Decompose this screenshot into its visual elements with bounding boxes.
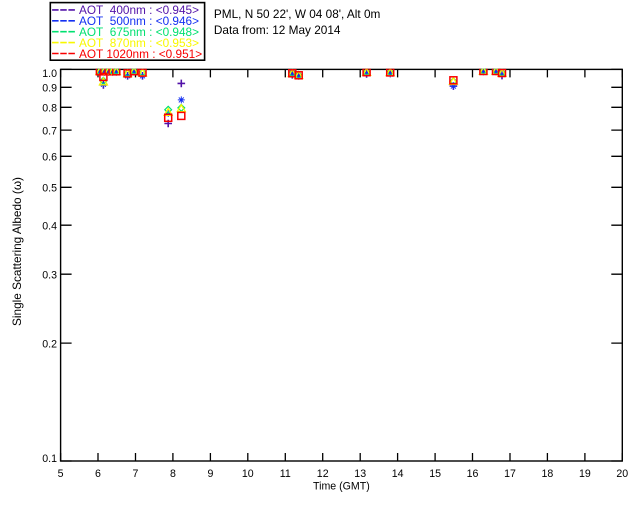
- svg-text:0.2: 0.2: [42, 338, 57, 350]
- svg-text:AOT 1020nm : <0.951>: AOT 1020nm : <0.951>: [79, 47, 202, 61]
- svg-text:5: 5: [58, 468, 64, 480]
- svg-text:10: 10: [242, 468, 254, 480]
- svg-text:0.4: 0.4: [42, 221, 57, 233]
- svg-text:0.3: 0.3: [42, 270, 57, 282]
- svg-text:PML, N 50 22', W 04 08', Alt 0: PML, N 50 22', W 04 08', Alt 0m: [214, 7, 381, 21]
- svg-text:AOT 870nm : <0.953>: AOT 870nm : <0.953>: [79, 36, 199, 50]
- svg-text:Time (GMT): Time (GMT): [313, 480, 370, 492]
- svg-text:0.8: 0.8: [42, 103, 57, 115]
- svg-text:AOT 400nm : <0.945>: AOT 400nm : <0.945>: [79, 3, 199, 17]
- svg-text:Data from: 12 May 2014: Data from: 12 May 2014: [214, 23, 341, 37]
- svg-text:20: 20: [616, 468, 628, 480]
- svg-text:9: 9: [207, 468, 213, 480]
- svg-text:AOT 675nm : <0.948>: AOT 675nm : <0.948>: [79, 25, 199, 39]
- svg-text:AOT 500nm : <0.946>: AOT 500nm : <0.946>: [79, 14, 199, 28]
- svg-text:19: 19: [579, 468, 591, 480]
- svg-text:1.0: 1.0: [42, 68, 57, 80]
- svg-text:0.7: 0.7: [42, 125, 57, 137]
- svg-text:7: 7: [133, 468, 139, 480]
- svg-text:Single Scattering Albedo (ω): Single Scattering Albedo (ω): [10, 177, 24, 326]
- svg-text:11: 11: [280, 468, 291, 480]
- svg-text:14: 14: [392, 468, 404, 480]
- svg-text:15: 15: [429, 468, 441, 480]
- svg-text:0.6: 0.6: [42, 152, 57, 164]
- svg-text:13: 13: [354, 468, 366, 480]
- svg-text:18: 18: [542, 468, 554, 480]
- svg-text:12: 12: [317, 468, 329, 480]
- svg-text:0.5: 0.5: [42, 183, 57, 195]
- svg-text:0.1: 0.1: [42, 453, 57, 465]
- svg-text:8: 8: [170, 468, 176, 480]
- svg-text:17: 17: [504, 468, 516, 480]
- svg-text:0.9: 0.9: [42, 83, 57, 95]
- svg-text:16: 16: [467, 468, 479, 480]
- svg-text:6: 6: [95, 468, 101, 480]
